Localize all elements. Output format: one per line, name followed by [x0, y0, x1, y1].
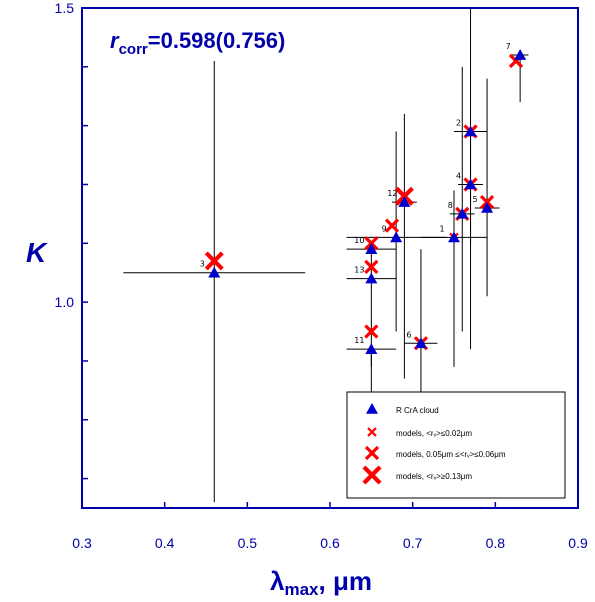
model-marker	[364, 259, 379, 274]
observation-marker	[390, 231, 403, 243]
x-axis-title-rest: , μm	[319, 566, 372, 596]
observation-marker	[456, 207, 469, 219]
model-marker-stroke	[364, 324, 379, 339]
observation-marker	[464, 125, 477, 137]
x-axis-title-sub: max	[284, 580, 319, 599]
legend-label-3: models, <rᵥ>≥0.13μm	[396, 472, 472, 481]
x-axis-title-symbol: λ	[270, 566, 285, 596]
point-label: 3	[200, 260, 205, 269]
annotation-sub: corr	[119, 41, 148, 58]
observations-layer	[208, 49, 527, 354]
x-tick-label: 0.4	[155, 535, 175, 551]
x-tick-label: 0.5	[238, 535, 258, 551]
observation-marker	[365, 243, 378, 254]
x-tick-label: 0.3	[72, 535, 92, 551]
legend-marker-triangle	[366, 403, 378, 414]
observation-marker	[365, 272, 378, 284]
observation-marker	[398, 196, 411, 207]
model-marker-stroke	[364, 259, 379, 274]
y-tick-label: 1.0	[55, 294, 75, 310]
point-label: 7	[506, 42, 511, 51]
point-label: 5	[473, 195, 478, 204]
x-tick-label: 0.9	[568, 535, 588, 551]
point-label: 10	[354, 236, 364, 245]
observation-marker	[365, 343, 378, 354]
model-marker-stroke	[204, 251, 224, 271]
point-label: 8	[448, 201, 453, 210]
observation-marker	[208, 266, 221, 278]
legend-marker-x-large	[362, 465, 382, 485]
model-marker	[384, 218, 400, 233]
point-label: 4	[456, 171, 461, 180]
point-label: 11	[354, 336, 364, 345]
observation-marker	[514, 49, 527, 60]
point-label: 9	[382, 224, 387, 233]
y-axis-title: K	[26, 237, 48, 268]
point-label: 6	[406, 330, 411, 339]
model-marker-stroke	[384, 218, 400, 233]
correlation-annotation: rcorr=0.598(0.756)	[110, 28, 285, 58]
y-tick-label: 1.5	[55, 0, 75, 16]
observation-marker	[414, 337, 427, 349]
point-label: 2	[456, 119, 461, 128]
legend-label-1: models, <rᵥ>≤0.02μm	[396, 429, 472, 438]
annotation-prefix: r	[110, 28, 120, 53]
point-label: 12	[387, 189, 397, 198]
x-tick-label: 0.7	[403, 535, 423, 551]
legend-label-2: models, 0.05μm ≤<rᵥ>≤0.06μm	[396, 450, 506, 459]
observation-marker	[448, 231, 460, 243]
x-axis-title: λmax, μm	[270, 566, 372, 599]
model-marker	[364, 324, 379, 339]
observation-marker	[464, 178, 477, 190]
legend-marker-x-medium	[364, 445, 380, 461]
point-label: 1	[439, 224, 444, 233]
legend-markers	[362, 403, 382, 485]
model-marker	[204, 251, 224, 271]
point-label: 13	[354, 266, 364, 275]
x-tick-label: 0.6	[320, 535, 340, 551]
legend-marker-x-small	[367, 427, 377, 437]
tick-labels: 0.3 0.4 0.5 0.6 0.7 0.8 0.9 1.0 1.5	[55, 0, 588, 551]
model-marker-stroke	[362, 465, 382, 485]
model-marker-stroke	[364, 445, 380, 461]
model-marker-stroke	[367, 427, 377, 437]
x-tick-label: 0.8	[486, 535, 506, 551]
axis-ticks	[81, 66, 579, 508]
legend-label-0: R CrA cloud	[396, 406, 439, 415]
annotation-value: =0.598(0.756)	[148, 28, 286, 53]
legend-box	[346, 391, 566, 499]
legend: R CrA cloud models, <rᵥ>≤0.02μm models, …	[346, 391, 566, 499]
observation-marker	[481, 202, 494, 213]
